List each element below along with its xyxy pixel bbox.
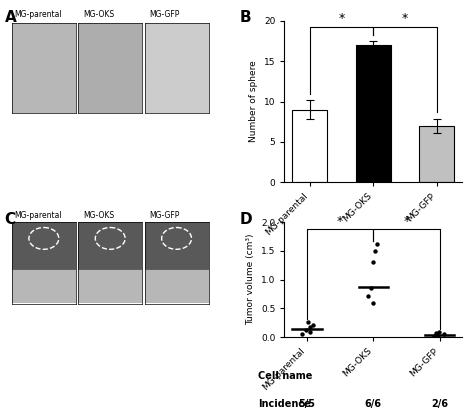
- Text: B: B: [239, 10, 251, 26]
- Text: A: A: [5, 10, 17, 26]
- Text: C: C: [5, 212, 16, 227]
- Point: [367, 285, 374, 292]
- Text: *: *: [338, 13, 345, 26]
- Point: [309, 321, 317, 328]
- Point: [369, 259, 377, 266]
- Point: [298, 331, 306, 338]
- Text: MG-parental: MG-parental: [14, 10, 62, 19]
- Text: Incidence: Incidence: [258, 399, 311, 409]
- Text: 6/6: 6/6: [365, 399, 382, 409]
- Text: 5/5: 5/5: [299, 399, 316, 409]
- Text: MG-OKS: MG-OKS: [83, 10, 114, 19]
- Point: [370, 299, 377, 306]
- Point: [372, 248, 379, 254]
- Point: [365, 292, 372, 299]
- Bar: [356, 45, 391, 182]
- Text: 2/6: 2/6: [431, 399, 448, 409]
- Point: [307, 328, 314, 335]
- Point: [302, 326, 310, 333]
- Text: *: *: [402, 13, 408, 26]
- Y-axis label: Number of sphere: Number of sphere: [249, 61, 258, 142]
- Text: MG-GFP: MG-GFP: [149, 10, 180, 19]
- Text: MG-OKS: MG-OKS: [83, 211, 114, 220]
- Point: [433, 332, 441, 339]
- Point: [435, 329, 443, 336]
- Text: Cell name: Cell name: [258, 371, 313, 381]
- Y-axis label: Tumor volume (cm³): Tumor volume (cm³): [246, 234, 255, 326]
- Point: [434, 334, 442, 340]
- Point: [306, 323, 313, 330]
- Bar: [419, 126, 454, 182]
- Point: [373, 241, 381, 247]
- Text: MG-GFP: MG-GFP: [149, 211, 180, 220]
- Point: [441, 331, 448, 338]
- Bar: [292, 110, 328, 182]
- Point: [430, 333, 438, 339]
- Text: D: D: [239, 212, 252, 227]
- Text: *: *: [403, 215, 410, 228]
- Point: [304, 318, 311, 325]
- Point: [432, 330, 440, 336]
- Text: *: *: [337, 215, 343, 228]
- Text: MG-parental: MG-parental: [14, 211, 62, 220]
